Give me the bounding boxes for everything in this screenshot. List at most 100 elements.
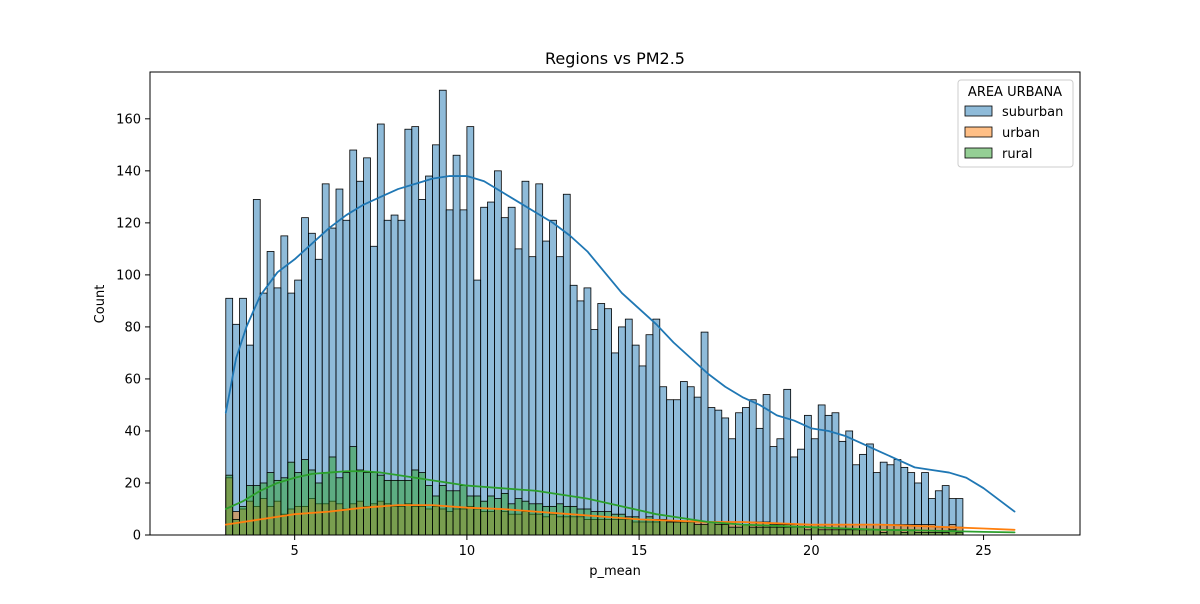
bar-rural bbox=[301, 459, 309, 536]
legend-item-suburban: suburban bbox=[964, 105, 1063, 120]
bar-suburban bbox=[590, 329, 599, 536]
bar-rural bbox=[810, 526, 819, 536]
legend-swatch-rural bbox=[964, 147, 993, 159]
bar-rural bbox=[652, 518, 661, 536]
bar-rural bbox=[790, 526, 798, 536]
bar-rural bbox=[659, 518, 668, 536]
bar-suburban bbox=[549, 219, 557, 536]
bar-rural bbox=[266, 472, 275, 536]
x-tick-label: 5 bbox=[291, 544, 299, 559]
bar-rural bbox=[762, 526, 771, 536]
bar-rural bbox=[349, 446, 358, 536]
bar-suburban bbox=[618, 326, 626, 536]
bar-suburban bbox=[562, 193, 571, 536]
bar-suburban bbox=[797, 448, 805, 536]
x-axis-label: p_mean bbox=[589, 564, 641, 579]
bar-rural bbox=[673, 521, 681, 536]
series-suburban-bars bbox=[225, 89, 964, 536]
kde-curves bbox=[224, 175, 1016, 534]
bar-rural bbox=[686, 521, 695, 536]
bar-suburban bbox=[535, 183, 544, 536]
y-tick-label: 40 bbox=[124, 424, 141, 439]
bar-rural bbox=[666, 521, 674, 536]
bar-rural bbox=[583, 508, 592, 536]
bar-rural bbox=[838, 529, 847, 536]
bar-suburban bbox=[425, 175, 433, 536]
bar-rural bbox=[239, 505, 247, 536]
legend-swatch-suburban bbox=[964, 105, 993, 117]
bar-rural bbox=[466, 495, 475, 536]
bar-suburban bbox=[707, 407, 716, 536]
bar-suburban bbox=[631, 344, 640, 536]
histogram-bars bbox=[225, 89, 964, 536]
bar-rural bbox=[376, 474, 385, 536]
bar-rural bbox=[232, 518, 240, 536]
bar-rural bbox=[390, 479, 399, 536]
bar-suburban bbox=[893, 459, 902, 536]
bar-rural bbox=[445, 490, 454, 536]
bar-rural bbox=[280, 477, 289, 536]
bar-rural bbox=[549, 505, 557, 536]
kde-line-urban bbox=[224, 504, 1016, 531]
bar-rural bbox=[273, 479, 282, 536]
x-tick-label: 25 bbox=[975, 544, 992, 559]
y-tick-label: 0 bbox=[133, 529, 141, 544]
bar-suburban bbox=[659, 386, 668, 536]
bar-rural bbox=[714, 524, 723, 536]
y-tick-label: 60 bbox=[124, 372, 141, 387]
bar-suburban bbox=[404, 128, 413, 536]
bar-suburban bbox=[728, 438, 736, 536]
bar-rural bbox=[487, 495, 495, 536]
bar-rural bbox=[287, 461, 296, 536]
bar-rural bbox=[735, 526, 743, 536]
bar-rural bbox=[797, 526, 805, 536]
x-tick-label: 10 bbox=[459, 544, 476, 559]
bar-suburban bbox=[838, 440, 847, 536]
bar-rural bbox=[831, 529, 840, 536]
y-tick-label: 80 bbox=[124, 320, 141, 335]
bar-rural bbox=[225, 474, 234, 536]
bar-suburban bbox=[866, 443, 874, 536]
bar-rural bbox=[452, 490, 461, 536]
legend-label-rural: rural bbox=[1002, 147, 1033, 162]
bar-suburban bbox=[776, 438, 785, 536]
bar-rural bbox=[521, 500, 530, 536]
bar-rural bbox=[728, 526, 736, 536]
legend: AREA URBANA suburban urban rural bbox=[957, 79, 1074, 168]
bar-suburban bbox=[528, 256, 537, 536]
bar-rural bbox=[562, 505, 571, 536]
bar-rural bbox=[700, 524, 709, 536]
bar-suburban bbox=[652, 318, 661, 536]
y-tick-label: 20 bbox=[124, 476, 141, 491]
bar-rural bbox=[342, 472, 351, 536]
bar-rural bbox=[597, 511, 606, 536]
bar-suburban bbox=[507, 206, 516, 536]
bar-suburban bbox=[769, 446, 778, 536]
bar-suburban bbox=[693, 396, 702, 536]
legend-box bbox=[957, 79, 1074, 168]
bar-suburban bbox=[624, 318, 633, 536]
bar-suburban bbox=[666, 399, 674, 536]
x-tick-label: 15 bbox=[631, 544, 648, 559]
axis-ticks: 5 10 15 20 25 0 20 40 60 80 100 120 140 160 bbox=[116, 112, 992, 559]
plot-area-frame bbox=[149, 71, 1081, 536]
bar-suburban bbox=[645, 334, 654, 536]
bar-rural bbox=[721, 524, 730, 536]
bar-rural bbox=[321, 472, 330, 536]
bar-suburban bbox=[445, 209, 454, 536]
bar-suburban bbox=[673, 399, 681, 536]
bar-suburban bbox=[452, 154, 461, 536]
bar-rural bbox=[397, 479, 406, 536]
bar-suburban bbox=[494, 170, 502, 536]
bar-rural bbox=[411, 469, 420, 536]
bar-suburban bbox=[810, 438, 819, 536]
legend-item-rural: rural bbox=[964, 147, 1033, 162]
bar-rural bbox=[500, 492, 509, 536]
bar-suburban bbox=[686, 386, 695, 536]
bar-rural bbox=[755, 526, 764, 536]
bar-rural bbox=[776, 526, 785, 536]
bar-rural bbox=[542, 505, 550, 536]
bar-suburban bbox=[466, 126, 475, 536]
x-tick-label: 20 bbox=[803, 544, 820, 559]
